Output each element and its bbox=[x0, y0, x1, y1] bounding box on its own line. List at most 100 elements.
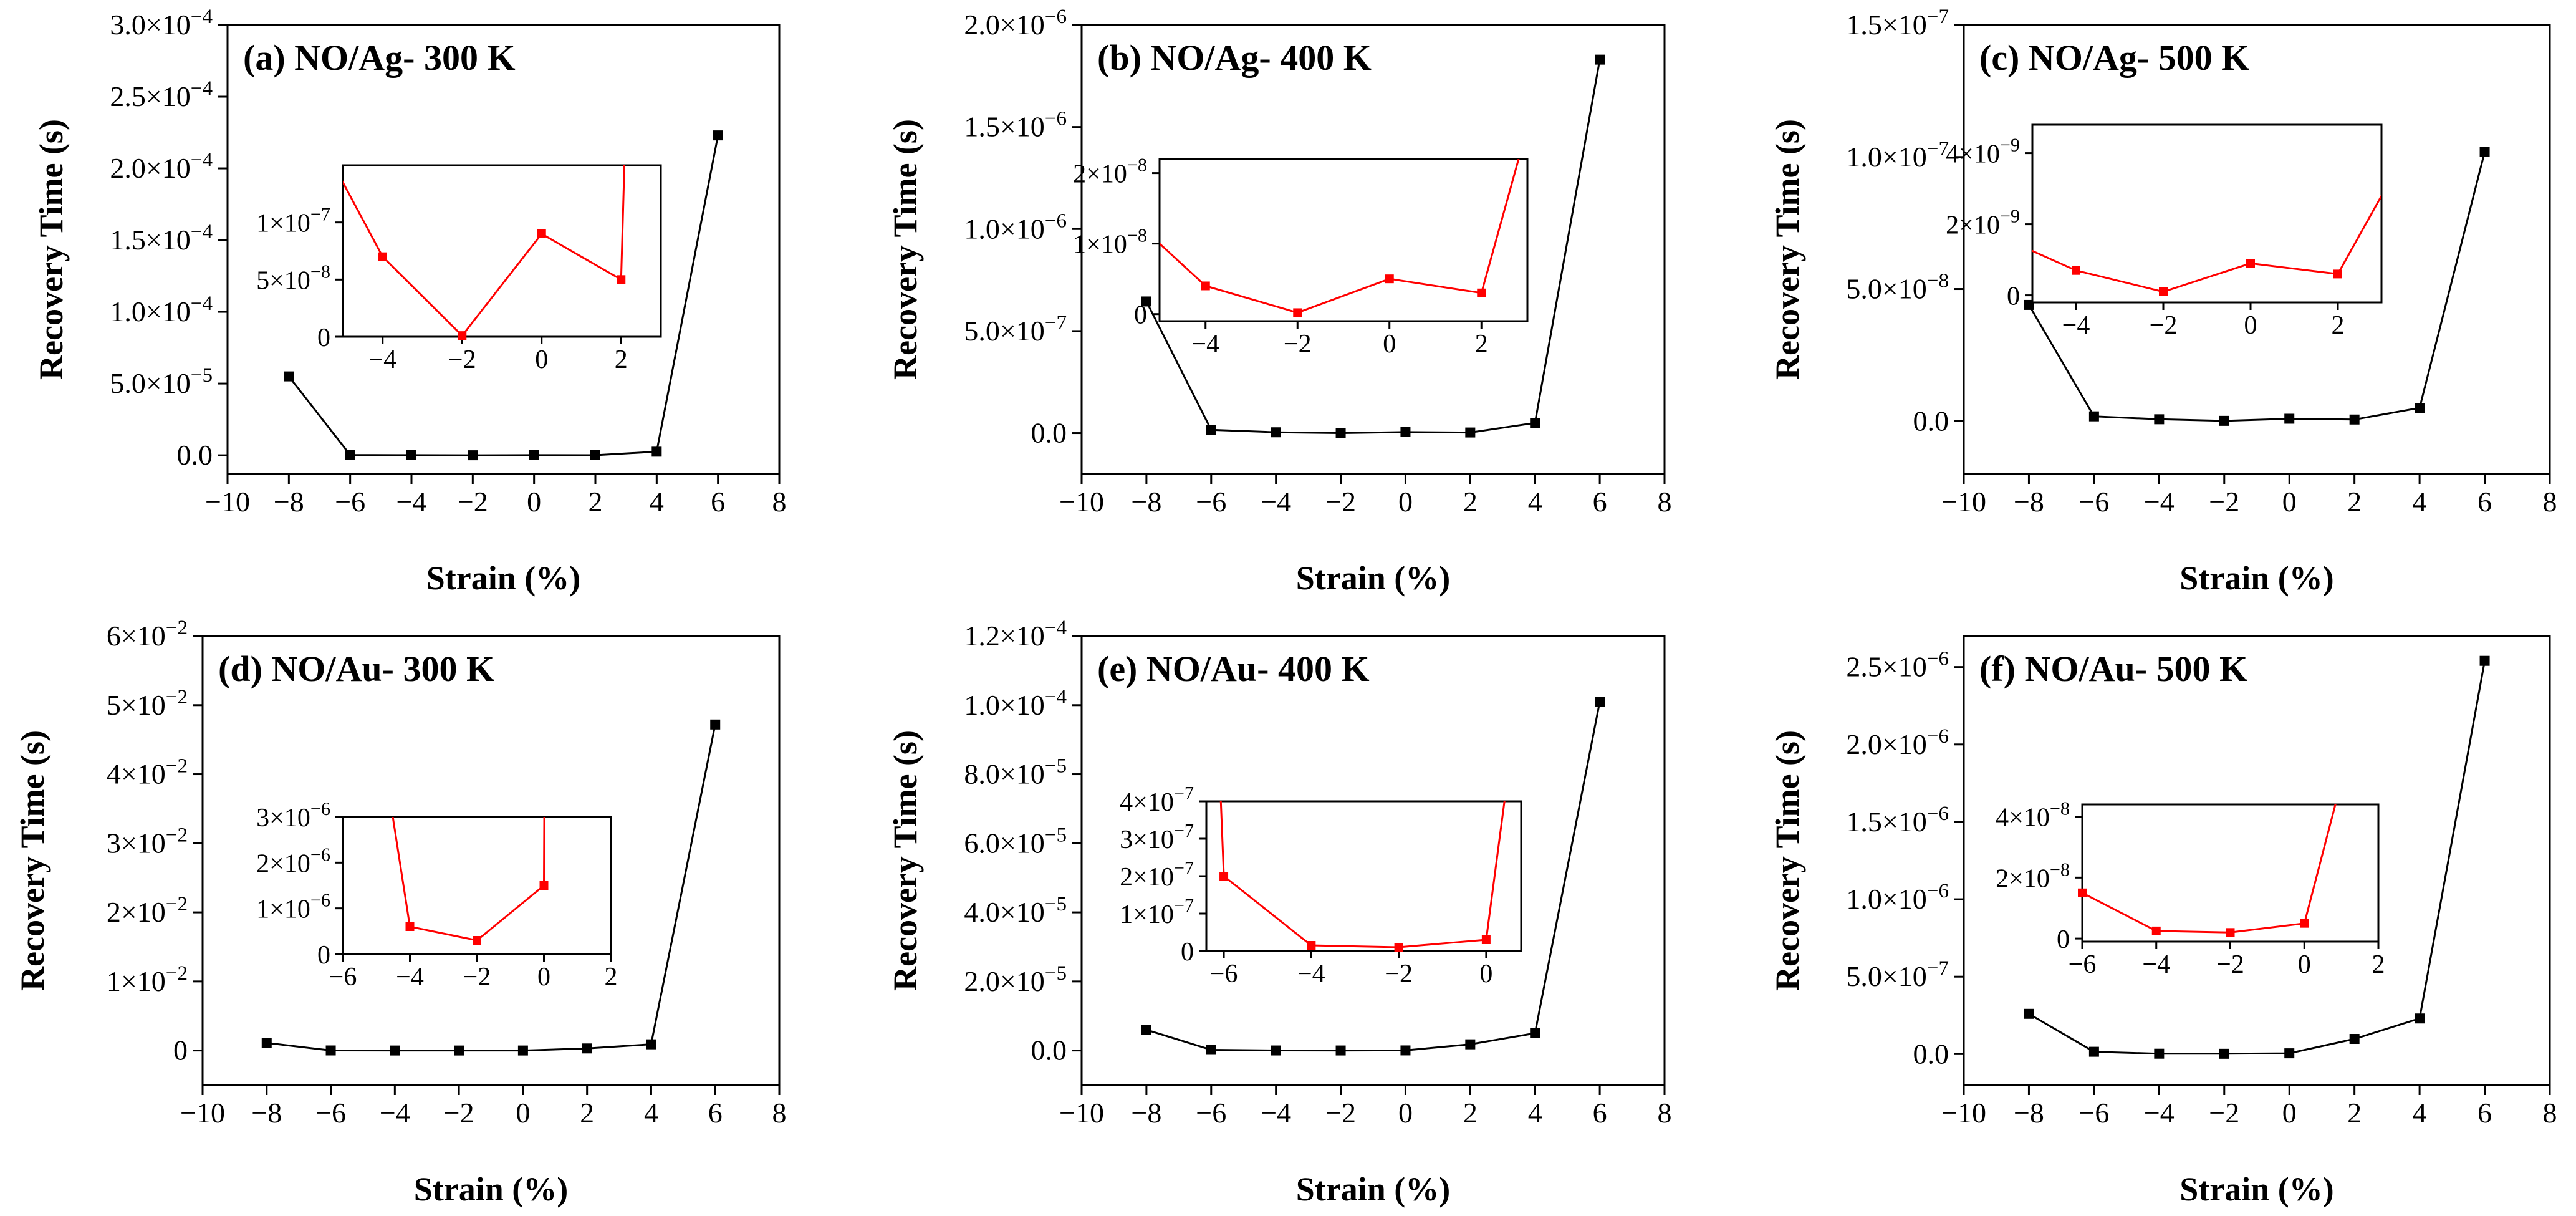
panel-d-series-line bbox=[266, 724, 716, 1052]
panel-a-y-tick-label: 2.5×10−4 bbox=[110, 77, 213, 112]
panel-a-inset-y-tick-label: 1×10−7 bbox=[256, 204, 330, 238]
panel-a-inset-data-point bbox=[537, 229, 546, 238]
panel-c-x-tick-label: −6 bbox=[2079, 486, 2109, 518]
panel-b-inset-data-point bbox=[1385, 274, 1394, 284]
panel-b-x-label: Strain (%) bbox=[1296, 559, 1450, 597]
panel-d-frame bbox=[201, 635, 781, 1086]
panel-f-inset-data-point bbox=[2151, 926, 2161, 935]
panel-d-x-tick-label: 8 bbox=[772, 1097, 787, 1129]
panel-e-x-tick-label: 8 bbox=[1658, 1097, 1672, 1129]
panel-c-data-point bbox=[2479, 147, 2490, 157]
panel-f-data-point bbox=[2024, 1008, 2034, 1019]
panel-a: −10 −8 −6 −4 −2 0 2 4 6 8 0.0 5.0×10−5 1.0×10−4 1.5×1… bbox=[32, 5, 787, 597]
panel-d-x-tick-label: −8 bbox=[251, 1097, 282, 1129]
panel-d-data-point bbox=[710, 719, 721, 730]
panel-e-inset-data-point bbox=[1219, 872, 1229, 881]
panel-a-y-tick-label: 0.0 bbox=[177, 439, 213, 471]
panel-b-inset-series-line bbox=[1160, 159, 1520, 314]
panel-b-y-tick-label: 1.0×10−6 bbox=[964, 209, 1067, 244]
panel-e-x-tick-label: −6 bbox=[1196, 1097, 1226, 1129]
panel-c-data-point bbox=[2284, 413, 2295, 424]
panel-a-x-label: Strain (%) bbox=[426, 559, 580, 597]
panel-f-x-tick-label: −6 bbox=[2079, 1097, 2109, 1129]
panel-b-inset-y-tick-label: 1×10−8 bbox=[1073, 225, 1147, 259]
panel-d-data-point bbox=[517, 1045, 528, 1056]
panel-b-frame bbox=[1080, 24, 1666, 475]
panel-c-inset-data-point bbox=[2072, 266, 2080, 275]
panel-e-data-point bbox=[1400, 1045, 1411, 1056]
panel-d-inset-x-tick-label: −4 bbox=[396, 963, 424, 992]
panel-b-x-tick-label: −10 bbox=[1059, 486, 1104, 518]
panel-f-y-tick-label: 2.5×10−6 bbox=[1846, 647, 1949, 683]
panel-f-x-tick-label: −4 bbox=[2144, 1097, 2175, 1129]
panel-c-inset-series-line bbox=[2032, 193, 2381, 293]
panel-c-frame bbox=[1963, 24, 2551, 475]
panel-d-inset-data-point bbox=[405, 922, 415, 931]
panel-f-inset-x-tick-label: −4 bbox=[2142, 950, 2170, 979]
panel-b-inset: −4 −2 0 2 0 1×10−8 2×10−8 bbox=[1073, 155, 1529, 359]
panel-a-inset-data-point bbox=[458, 331, 467, 340]
panel-d-y-label: Recovery Time (s) bbox=[14, 730, 51, 991]
panel-e-inset-data-point bbox=[1307, 941, 1316, 950]
panel-e-inset-x-tick-label: 0 bbox=[1479, 960, 1492, 988]
panel-c-y-tick-label: 1.5×10−7 bbox=[1846, 5, 1949, 41]
panel-b-y-tick-label: 2.0×10−6 bbox=[964, 5, 1067, 41]
panel-b-data-point bbox=[1206, 425, 1216, 435]
panel-a-x-tick-label: −6 bbox=[335, 486, 365, 518]
panel-c-x-label: Strain (%) bbox=[2180, 559, 2333, 597]
panel-b-x-tick-label: −6 bbox=[1196, 486, 1226, 518]
panel-b-inset-frame bbox=[1158, 158, 1529, 322]
panel-f-y-tick-label: 0.0 bbox=[1913, 1038, 1949, 1069]
panel-e-inset-y-tick-label: 4×10−7 bbox=[1120, 783, 1194, 817]
panel-a-y-tick-label: 2.0×10−4 bbox=[110, 148, 213, 184]
panel-d-inset: −6 −4 −2 0 2 0 1×10−6 2×10−6 3×10−6 bbox=[256, 798, 617, 992]
panel-f-inset-x-tick-label: −6 bbox=[2069, 950, 2097, 979]
panel-e-inset-frame bbox=[1205, 800, 1522, 952]
panel-f-x-tick-label: 4 bbox=[2413, 1097, 2427, 1129]
panel-d-x-tick-label: 6 bbox=[708, 1097, 723, 1129]
panel-a-y-tick-label: 3.0×10−4 bbox=[110, 5, 213, 41]
panel-f-inset-y-tick-label: 0 bbox=[2057, 925, 2070, 954]
panel-e-inset-series-line bbox=[1219, 801, 1506, 948]
panel-b-x-tick-label: 6 bbox=[1593, 486, 1607, 518]
panel-b-y-tick-label: 1.5×10−6 bbox=[964, 107, 1067, 143]
panel-c-x-tick-label: 8 bbox=[2543, 486, 2557, 518]
panel-d-inset-data-point bbox=[473, 936, 481, 945]
panel-a-data-point bbox=[651, 446, 662, 457]
panel-a-x-tick-label: 4 bbox=[650, 486, 664, 518]
panel-a-x-tick-label: −8 bbox=[274, 486, 304, 518]
panel-e-y-tick-label: 1.2×10−4 bbox=[964, 616, 1067, 652]
panel-f-inset: −6 −4 −2 0 2 0 2×10−8 4×10−8 bbox=[1996, 798, 2385, 979]
panel-a-inset-x-tick-label: 0 bbox=[535, 345, 548, 374]
panel-d-y-tick-label: 5×10−2 bbox=[107, 685, 188, 721]
panel-d-inset-series-line bbox=[392, 817, 545, 942]
panel-c-inset: −4 −2 0 2 0 2×10−9 4×10−9 bbox=[1946, 123, 2383, 340]
panel-a-inset-y-tick-label: 0 bbox=[317, 324, 330, 352]
panel-d-inset-y-tick-label: 0 bbox=[317, 941, 330, 970]
panel-a-inset: −4 −2 0 2 0 5×10−8 1×10−7 bbox=[256, 164, 662, 374]
panel-e-data-point bbox=[1465, 1039, 1476, 1050]
panel-f-inset-x-tick-label: 2 bbox=[2372, 950, 2385, 979]
panel-c-inset-x-tick-label: 2 bbox=[2332, 311, 2345, 340]
panel-d-y-tick-label: 4×10−2 bbox=[107, 755, 188, 790]
panel-e-data-point bbox=[1335, 1045, 1346, 1056]
panel-f-inset-x-tick-label: −2 bbox=[2216, 950, 2244, 979]
panel-a-inset-y-tick-label: 5×10−8 bbox=[256, 261, 330, 295]
panel-c-data-point bbox=[2415, 403, 2425, 413]
panel-b-inset-y-tick-label: 0 bbox=[1134, 301, 1147, 330]
panel-d-data-point bbox=[582, 1043, 592, 1054]
panel-e-frame bbox=[1080, 635, 1666, 1086]
panel-c-x-tick-label: 6 bbox=[2477, 486, 2492, 518]
panel-f-inset-frame bbox=[2081, 803, 2380, 943]
panel-a-frame bbox=[226, 24, 781, 475]
panel-f: −10 −8 −6 −4 −2 0 2 4 6 8 0.0 5.0×10−7 1.0×10−6 1.5×1… bbox=[1769, 635, 2557, 1208]
panel-c-inset-x-tick-label: 0 bbox=[2244, 311, 2257, 340]
panel-b-data-point bbox=[1335, 428, 1346, 438]
panel-f-x-tick-label: −2 bbox=[2209, 1097, 2239, 1129]
panel-f-x-tick-label: −10 bbox=[1941, 1097, 1986, 1129]
panel-b-inset-x-tick-label: 2 bbox=[1475, 330, 1488, 359]
panel-c-x-tick-label: −2 bbox=[2209, 486, 2239, 518]
panel-c-x-tick-label: −10 bbox=[1941, 486, 1986, 518]
panel-b-inset-x-tick-label: −2 bbox=[1284, 330, 1312, 359]
